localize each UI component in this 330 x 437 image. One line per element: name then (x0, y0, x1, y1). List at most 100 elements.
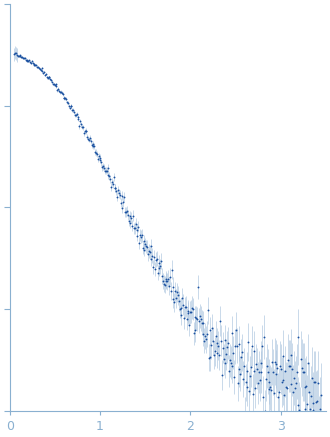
Point (217, 318, 223, 325)
Point (300, 368, 306, 375)
Point (215, 339, 220, 346)
Point (288, 352, 293, 359)
Point (125, 212, 130, 218)
Point (82, 128, 87, 135)
Point (84, 127, 89, 134)
Point (136, 223, 141, 230)
Point (310, 399, 315, 406)
Point (273, 370, 278, 377)
Point (71, 108, 77, 115)
Point (74, 111, 79, 118)
Point (15, 52, 20, 59)
Point (99, 159, 104, 166)
Point (214, 350, 219, 357)
Point (211, 351, 216, 358)
Point (308, 393, 314, 400)
Point (170, 283, 175, 290)
Point (20, 55, 26, 62)
Point (207, 326, 212, 333)
Point (131, 225, 137, 232)
Point (312, 379, 317, 386)
Point (278, 365, 283, 372)
Point (42, 68, 47, 75)
Point (265, 368, 270, 375)
Point (229, 362, 234, 369)
Point (245, 384, 250, 391)
Point (268, 384, 273, 391)
Point (239, 354, 244, 361)
Point (180, 295, 185, 302)
Point (63, 95, 68, 102)
Point (92, 142, 97, 149)
Point (152, 265, 158, 272)
Point (181, 301, 186, 308)
Point (233, 326, 239, 333)
Point (203, 336, 209, 343)
Point (274, 361, 279, 368)
Point (219, 371, 224, 378)
Point (200, 330, 205, 337)
Point (31, 60, 36, 67)
Point (281, 352, 286, 359)
Point (18, 54, 24, 61)
Point (290, 366, 295, 373)
Point (47, 74, 52, 81)
Point (149, 243, 154, 250)
Point (191, 330, 196, 337)
Point (224, 351, 229, 358)
Point (286, 362, 291, 369)
Point (147, 249, 152, 256)
Point (42, 71, 48, 78)
Point (116, 190, 121, 197)
Point (277, 362, 282, 369)
Point (46, 73, 51, 80)
Point (172, 299, 177, 306)
Point (167, 273, 173, 280)
Point (238, 370, 243, 377)
Point (103, 167, 108, 174)
Point (67, 104, 72, 111)
Point (26, 57, 32, 64)
Point (84, 133, 90, 140)
Point (38, 66, 43, 73)
Point (127, 212, 132, 219)
Point (50, 78, 55, 85)
Point (232, 343, 238, 350)
Point (33, 62, 38, 69)
Point (35, 63, 41, 70)
Point (205, 307, 211, 314)
Point (22, 55, 27, 62)
Point (32, 62, 37, 69)
Point (296, 334, 301, 341)
Point (49, 77, 54, 84)
Point (189, 304, 195, 311)
Point (135, 227, 140, 234)
Point (150, 264, 156, 271)
Point (257, 377, 262, 384)
Point (282, 368, 288, 375)
Point (317, 423, 322, 430)
Point (91, 143, 96, 150)
Point (209, 341, 214, 348)
Point (138, 233, 144, 240)
Point (251, 348, 256, 355)
Point (101, 164, 107, 171)
Point (113, 184, 118, 191)
Point (173, 288, 178, 295)
Point (120, 205, 125, 212)
Point (55, 87, 60, 94)
Point (28, 59, 34, 66)
Point (77, 123, 82, 130)
Point (202, 337, 207, 344)
Point (57, 89, 63, 96)
Point (264, 362, 269, 369)
Point (277, 389, 282, 396)
Point (27, 59, 33, 66)
Point (193, 314, 198, 321)
Point (118, 199, 123, 206)
Point (17, 52, 22, 59)
Point (188, 308, 194, 315)
Point (246, 338, 251, 345)
Point (258, 368, 263, 375)
Point (171, 296, 176, 303)
